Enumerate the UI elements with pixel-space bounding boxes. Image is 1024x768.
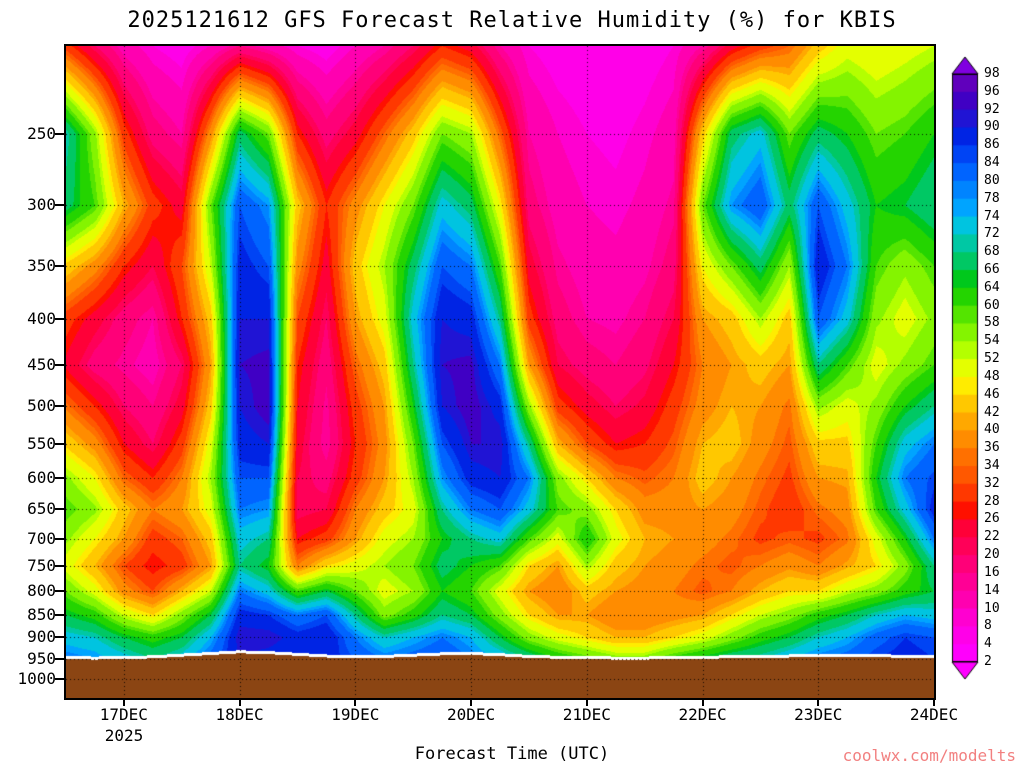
y-tick-mark	[55, 363, 64, 366]
x-tick-label: 23DEC	[794, 705, 843, 724]
colorbar-tick-label: 20	[984, 547, 1000, 563]
colorbar-tick-label: 64	[984, 279, 1000, 295]
y-tick-label: 750	[27, 555, 56, 575]
colorbar-tick-label: 42	[984, 404, 1000, 420]
y-tick-label: 600	[27, 467, 56, 487]
x-tick-label: 20DEC	[446, 705, 496, 724]
colorbar-tick-label: 74	[984, 208, 1000, 224]
x-tick-mark	[470, 698, 473, 706]
colorbar-tick-label: 4	[984, 636, 992, 652]
y-tick-mark	[55, 317, 64, 320]
x-tick-label: 18DEC	[215, 705, 264, 724]
x-tick-label: 22DEC	[678, 705, 727, 724]
x-tick-mark	[933, 698, 935, 706]
y-tick-mark	[55, 442, 64, 445]
colorbar-tick-label: 34	[984, 458, 1000, 473]
y-tick-mark	[55, 508, 64, 511]
colorbar-tick-label: 8	[984, 618, 992, 634]
y-tick-mark	[55, 636, 64, 639]
y-tick-label: 300	[27, 195, 56, 215]
x-tick-mark	[817, 698, 820, 706]
y-tick-label: 250	[27, 123, 56, 143]
y-tick-label: 700	[27, 528, 56, 548]
x-tick-mark	[585, 698, 588, 706]
colorbar-tick-label: 28	[984, 493, 1000, 509]
colorbar-tick-label: 48	[984, 368, 1000, 384]
x-axis-title: Forecast Time (UTC)	[414, 744, 610, 764]
colorbar-tick-label: 98	[984, 66, 1000, 81]
y-tick-label: 500	[27, 396, 56, 416]
colorbar-tick-label: 80	[984, 172, 1000, 188]
colorbar-tick-label: 58	[984, 315, 1000, 331]
x-tick-mark	[122, 698, 125, 706]
colorbar-tick-label: 78	[984, 190, 1000, 206]
y-tick-mark	[55, 564, 64, 567]
x-tick-label: 19DEC	[331, 705, 380, 724]
year-label: 2025	[104, 726, 144, 745]
y-tick-mark	[55, 405, 64, 408]
y-tick-label: 900	[27, 627, 56, 647]
watermark-link[interactable]: coolwx.com/modelts	[842, 746, 1016, 765]
colorbar-tick-label: 68	[984, 244, 1000, 260]
y-tick-label: 950	[27, 648, 56, 668]
y-tick-label: 350	[27, 256, 56, 276]
colorbar-tick-label: 52	[984, 351, 1000, 367]
y-tick-label: 1000	[17, 668, 56, 688]
chart-title: 2025121612 GFS Forecast Relative Humidit…	[127, 8, 897, 33]
colorbar-tick-label: 10	[984, 600, 1000, 616]
y-tick-mark	[55, 613, 64, 616]
x-tick-mark	[701, 698, 704, 706]
colorbar	[950, 56, 980, 680]
y-tick-mark	[55, 677, 64, 680]
colorbar-tick-label: 86	[984, 137, 1000, 153]
plot-area	[64, 44, 936, 700]
y-tick-mark	[55, 476, 64, 479]
x-tick-label: 24DEC	[909, 705, 959, 724]
colorbar-tick-label: 60	[984, 297, 1000, 313]
y-tick-mark	[55, 265, 64, 268]
colorbar-tick-label: 36	[984, 440, 1000, 456]
x-tick-mark	[238, 698, 241, 706]
colorbar-tick-label: 90	[984, 119, 1000, 135]
colorbar-tick-label: 66	[984, 262, 1000, 277]
colorbar-tick-label: 46	[984, 386, 1000, 402]
y-tick-label: 650	[27, 499, 56, 519]
y-tick-mark	[55, 204, 64, 207]
x-tick-mark	[354, 698, 357, 706]
colorbar-tick-label: 72	[984, 226, 1000, 242]
y-tick-label: 550	[27, 433, 56, 453]
colorbar-tick-label: 26	[984, 511, 1000, 527]
x-tick-label: 21DEC	[562, 705, 611, 724]
y-tick-mark	[55, 590, 64, 593]
y-tick-mark	[55, 657, 64, 660]
y-tick-mark	[55, 132, 64, 135]
colorbar-tick-label: 96	[984, 83, 1000, 99]
y-tick-mark	[55, 537, 64, 540]
colorbar-tick-label: 84	[984, 155, 1000, 171]
colorbar-tick-label: 14	[984, 582, 1000, 598]
colorbar-tick-label: 32	[984, 475, 1000, 491]
y-tick-label: 850	[27, 604, 56, 624]
colorbar-tick-label: 2	[984, 654, 992, 669]
colorbar-tick-label: 40	[984, 422, 1000, 438]
colorbar-tick-label: 16	[984, 564, 1000, 580]
x-tick-label: 17DEC	[99, 705, 148, 724]
y-tick-label: 800	[27, 581, 56, 601]
colorbar-tick-label: 22	[984, 529, 1000, 545]
colorbar-tick-label: 92	[984, 101, 1000, 117]
y-tick-label: 450	[27, 354, 56, 374]
colorbar-tick-label: 54	[984, 333, 1000, 349]
rh-heatmap-canvas	[66, 46, 934, 698]
y-tick-label: 400	[27, 308, 56, 328]
